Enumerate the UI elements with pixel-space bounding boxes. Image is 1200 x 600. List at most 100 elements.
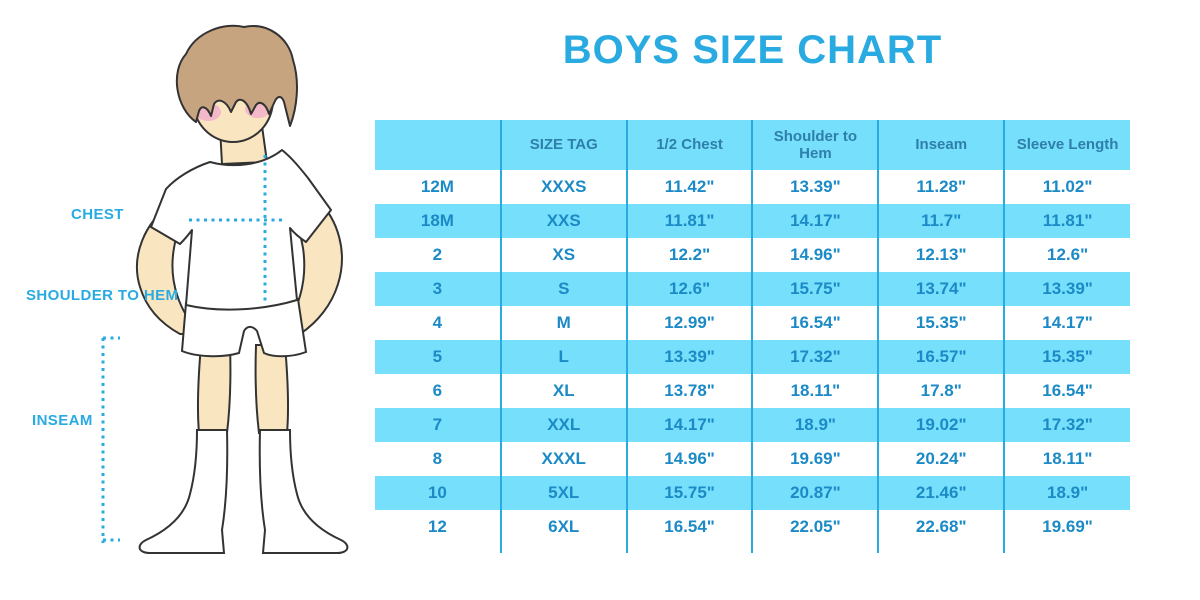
value-cell: 13.39" bbox=[1003, 272, 1130, 306]
size-cell: 12 bbox=[427, 517, 447, 536]
value-cell: 11.81" bbox=[1003, 204, 1130, 238]
value-cell: S bbox=[499, 272, 627, 306]
table-row: 12M XXXS 11.42" 13.39" 11.28" 11.02" bbox=[375, 170, 1130, 204]
spacer-cell bbox=[625, 544, 753, 553]
value-cell: 20.87" bbox=[751, 476, 879, 510]
value-cell: 11.81" bbox=[625, 204, 753, 238]
right-sock-shape bbox=[258, 429, 349, 554]
value-cell: XL bbox=[499, 374, 627, 408]
table-row: 18M XXS 11.81" 14.17" 11.7" 11.81" bbox=[375, 204, 1130, 238]
value-cell: 13.74" bbox=[877, 272, 1005, 306]
size-cell: 12M bbox=[420, 177, 454, 196]
header-half-chest: 1/2 Chest bbox=[625, 120, 753, 170]
size-cell: 2 bbox=[432, 245, 443, 264]
shoulder-to-hem-label: SHOULDER TO HEM bbox=[26, 287, 179, 304]
spacer-cell bbox=[499, 544, 627, 553]
table-row: 3 S 12.6" 15.75" 13.74" 13.39" bbox=[375, 272, 1130, 306]
header-shoulder-hem: Shoulder to Hem bbox=[751, 120, 879, 170]
value-cell: 21.46" bbox=[877, 476, 1005, 510]
value-cell: 16.57" bbox=[877, 340, 1005, 374]
value-cell: 17.8" bbox=[877, 374, 1005, 408]
value-cell: 12.99" bbox=[625, 306, 753, 340]
table-header-row: SIZE TAG 1/2 Chest Shoulder to Hem Insea… bbox=[375, 120, 1130, 170]
value-cell: L bbox=[499, 340, 627, 374]
value-cell: 11.28" bbox=[877, 170, 1005, 204]
table-row: 4 M 12.99" 16.54" 15.35" 14.17" bbox=[375, 306, 1130, 340]
value-cell: 11.02" bbox=[1003, 170, 1130, 204]
value-cell: 15.75" bbox=[625, 476, 753, 510]
value-cell: 12.13" bbox=[877, 238, 1005, 272]
table-row: 2 XS 12.2" 14.96" 12.13" 12.6" bbox=[375, 238, 1130, 272]
value-cell: 13.39" bbox=[625, 340, 753, 374]
value-cell: 16.54" bbox=[1003, 374, 1130, 408]
value-cell: 5XL bbox=[499, 476, 627, 510]
page-title: BOYS SIZE CHART bbox=[562, 28, 943, 72]
table-row: 8 XXXL 14.96" 19.69" 20.24" 18.11" bbox=[375, 442, 1130, 476]
value-cell: 15.35" bbox=[877, 306, 1005, 340]
left-leg-shape bbox=[196, 344, 232, 434]
value-cell: 18.9" bbox=[751, 408, 879, 442]
size-cell: 10 bbox=[375, 476, 501, 510]
size-table-body: 12M XXXS 11.42" 13.39" 11.28" 11.02" 18M XXS 11.… bbox=[375, 170, 1130, 553]
chest-label: CHEST bbox=[71, 206, 124, 223]
value-cell: 16.54" bbox=[625, 510, 753, 544]
value-cell: 6XL bbox=[499, 510, 627, 544]
size-cell: 8 bbox=[432, 449, 443, 468]
size-table: SIZE TAG 1/2 Chest Shoulder to Hem Insea… bbox=[375, 120, 1130, 553]
size-cell: 3 bbox=[375, 272, 501, 306]
spacer-cell bbox=[375, 544, 501, 553]
header-size-tag: SIZE TAG bbox=[499, 120, 627, 170]
table-row: 6 XL 13.78" 18.11" 17.8" 16.54" bbox=[375, 374, 1130, 408]
header-inseam: Inseam bbox=[877, 120, 1005, 170]
value-cell: 22.68" bbox=[877, 510, 1005, 544]
value-cell: 13.78" bbox=[625, 374, 753, 408]
value-cell: XXS bbox=[499, 204, 627, 238]
shorts-shape bbox=[180, 297, 308, 358]
value-cell: 22.05" bbox=[751, 510, 879, 544]
boy-figure-svg bbox=[101, 24, 349, 554]
size-cell: 4 bbox=[432, 313, 443, 332]
value-cell: 12.6" bbox=[625, 272, 753, 306]
table-row: 5 L 13.39" 17.32" 16.57" 15.35" bbox=[375, 340, 1130, 374]
value-cell: 18.11" bbox=[1003, 442, 1130, 476]
inseam-label: INSEAM bbox=[32, 412, 93, 429]
value-cell: 14.17" bbox=[625, 408, 753, 442]
left-sock-shape bbox=[138, 429, 229, 554]
value-cell: 19.69" bbox=[751, 442, 879, 476]
value-cell: 17.32" bbox=[1003, 408, 1130, 442]
value-cell: XS bbox=[499, 238, 627, 272]
value-cell: 14.17" bbox=[1003, 306, 1130, 340]
table-row: 12 6XL 16.54" 22.05" 22.68" 19.69" bbox=[375, 510, 1130, 544]
size-cell: 18M bbox=[375, 204, 501, 238]
shirt-shape bbox=[150, 149, 332, 311]
value-cell: 15.75" bbox=[751, 272, 879, 306]
value-cell: 18.11" bbox=[751, 374, 879, 408]
value-cell: 19.02" bbox=[877, 408, 1005, 442]
value-cell: XXL bbox=[499, 408, 627, 442]
value-cell: 17.32" bbox=[751, 340, 879, 374]
table-bottom-tails bbox=[375, 544, 1130, 553]
size-cell: 7 bbox=[375, 408, 501, 442]
value-cell: 14.17" bbox=[751, 204, 879, 238]
header-empty-cell bbox=[375, 120, 501, 170]
table-row: 7 XXL 14.17" 18.9" 19.02" 17.32" bbox=[375, 408, 1130, 442]
spacer-cell bbox=[1003, 544, 1130, 553]
value-cell: 14.96" bbox=[625, 442, 753, 476]
value-cell: XXXS bbox=[499, 170, 627, 204]
right-leg-shape bbox=[254, 344, 290, 434]
header-sleeve: Sleeve Length bbox=[1003, 120, 1130, 170]
value-cell: 16.54" bbox=[751, 306, 879, 340]
value-cell: 20.24" bbox=[877, 442, 1005, 476]
spacer-cell bbox=[751, 544, 879, 553]
value-cell: 13.39" bbox=[751, 170, 879, 204]
value-cell: 18.9" bbox=[1003, 476, 1130, 510]
value-cell: 12.2" bbox=[625, 238, 753, 272]
size-cell: 5 bbox=[375, 340, 501, 374]
value-cell: XXXL bbox=[499, 442, 627, 476]
spacer-cell bbox=[877, 544, 1005, 553]
boy-illustration: CHEST SHOULDER TO HEM INSEAM bbox=[0, 0, 360, 600]
value-cell: 12.6" bbox=[1003, 238, 1130, 272]
hair-shape bbox=[175, 24, 298, 127]
value-cell: M bbox=[499, 306, 627, 340]
